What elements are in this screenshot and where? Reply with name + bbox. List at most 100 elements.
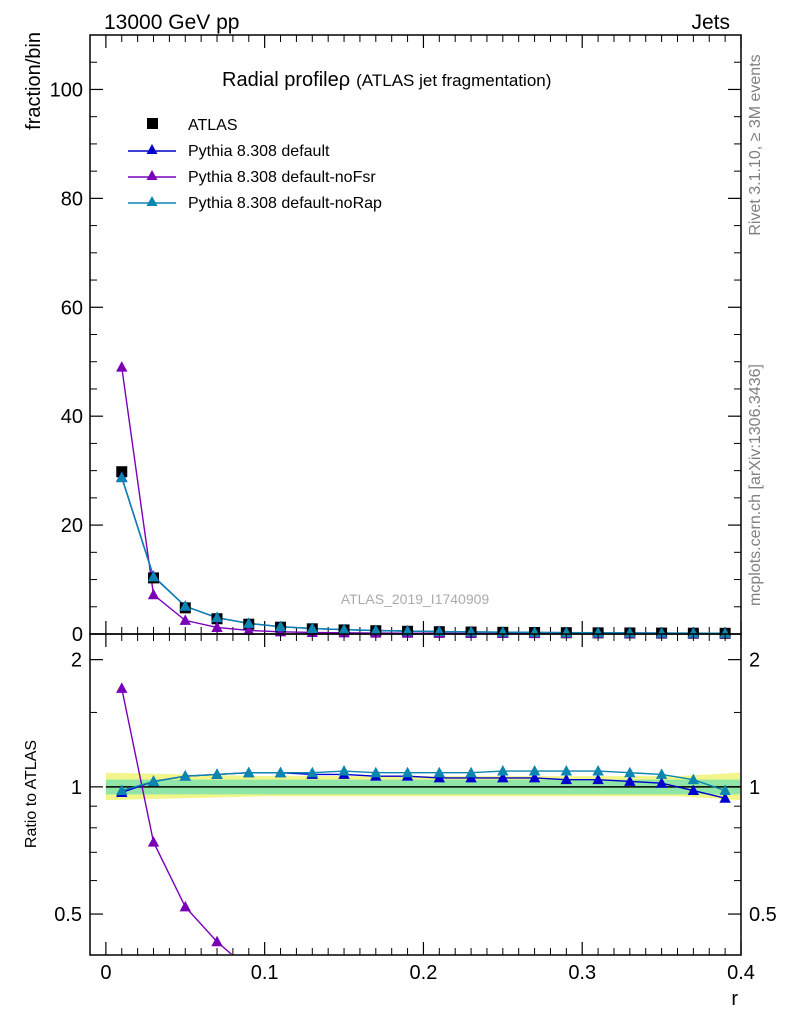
legend-label-default: Pythia 8.308 default [188, 143, 330, 160]
main-y-tick-label: 60 [61, 297, 83, 319]
main-point-noRap [338, 623, 350, 635]
x-tick-label: 0 [100, 962, 111, 984]
process-label: Jets [691, 11, 730, 34]
main-point-noRap [624, 626, 636, 638]
ratio-point-noFsr [529, 979, 540, 990]
ratio-y-tick-label-right: 1 [749, 777, 760, 799]
main-y-axis-label: fraction/bin [23, 32, 45, 130]
ratio-point-noRap [401, 766, 414, 778]
ratio-point-noRap [528, 765, 541, 776]
legend-label-norap: Pythia 8.308 default-noRap [188, 195, 382, 212]
ratio-point-default [719, 792, 731, 803]
ratio-point-noRap [687, 773, 700, 785]
title-main-text: Radial profile [222, 69, 339, 91]
ratio-y-axis-label: Ratio to ATLAS [23, 740, 40, 848]
main-point-noRap [274, 620, 287, 632]
ratio-point-noRap [116, 784, 128, 796]
ratio-point-noFsr [688, 974, 699, 985]
ratio-y-tick-label: 2 [71, 650, 82, 672]
energy-label: 13000 GeV pp [104, 11, 239, 34]
ratio-point-noRap [179, 770, 191, 781]
ratio-point-noRap [465, 766, 477, 778]
rivet-version-text: Rivet 3.1.10, ≥ 3M events [747, 54, 764, 235]
legend-marker-norap [146, 196, 158, 206]
ratio-point-noRap [306, 766, 318, 778]
ratio-point-default [497, 771, 509, 783]
ratio-point-noFsr [402, 1002, 413, 1013]
main-line-default [121, 476, 726, 635]
main-y-tick-label: 100 [50, 79, 83, 101]
ratio-point-noFsr [465, 990, 476, 1001]
ratio-point-noRap [338, 765, 350, 776]
main-point-noFsr [147, 588, 160, 600]
ratio-point-noFsr [179, 900, 191, 912]
ratio-point-noRap [243, 766, 255, 778]
ratio-point-noFsr [624, 971, 635, 982]
main-point-noRap [719, 627, 731, 638]
ratio-point-noFsr [275, 984, 286, 995]
legend-marker-nofsr [146, 170, 158, 180]
ratio-panel-frame [89, 633, 742, 956]
main-point-noFsr [116, 361, 128, 372]
main-point-noFsr [179, 614, 191, 625]
ratio-point-noRap [147, 775, 160, 786]
main-y-tick-label: 20 [61, 515, 83, 537]
ratio-point-noRap [433, 766, 446, 778]
ratio-point-noRap [592, 765, 604, 776]
main-y-tick-label: 80 [61, 188, 83, 210]
main-point-noRap [243, 617, 255, 628]
ratio-point-noRap [655, 768, 668, 779]
legend-marker-default [146, 144, 158, 154]
ratio-point-noRap [497, 765, 509, 776]
main-point-noFsr [243, 624, 255, 635]
title-note-text: (ATLAS jet fragmentation) [356, 71, 551, 90]
ratio-point-noFsr [307, 996, 318, 1007]
legend-marker-atlas [147, 118, 158, 129]
ratio-point-noRap [624, 766, 636, 778]
ratio-y-tick-label-right: 2 [749, 650, 760, 672]
legend: ATLAS Pythia 8.308 default Pythia 8.308 … [128, 117, 382, 212]
x-tick-label: 0.3 [568, 962, 596, 984]
x-tick-label: 0.2 [410, 962, 438, 984]
legend-label-atlas: ATLAS [188, 117, 238, 134]
main-y-tick-label: 0 [72, 624, 83, 646]
ratio-point-default [687, 784, 700, 796]
ratio-uncertainty-bands [105, 772, 740, 801]
ratio-point-noFsr [370, 1008, 381, 1019]
x-axis-label: r [731, 988, 738, 1010]
ratio-point-default [560, 773, 573, 785]
ratio-point-noFsr [116, 682, 128, 693]
ratio-point-noRap [370, 766, 382, 778]
ratio-point-noRap [274, 766, 287, 778]
ratio-series-layer [116, 682, 731, 1019]
ratio-point-noRap [211, 768, 223, 779]
main-point-noFsr [211, 621, 223, 632]
title-rho-symbol: ρ [339, 69, 350, 91]
ratio-line-noRap [121, 770, 726, 792]
ratio-line-noFsr [121, 688, 233, 954]
ratio-point-noFsr [338, 1002, 349, 1013]
main-point-noRap [687, 627, 700, 638]
ratio-point-default [592, 773, 604, 785]
ratio-y-tick-label: 0.5 [54, 904, 82, 926]
main-y-tick-label: 40 [61, 406, 83, 428]
ratio-point-noRap [719, 784, 731, 796]
ratio-panel-ticks: 0.5 0.5 1 1 2 2 0 0.1 0.2 0.3 0.4 [54, 634, 777, 984]
ratio-point-default [528, 771, 541, 783]
main-chart-title: Radial profileρ (ATLAS jet fragmentation) [222, 69, 551, 91]
ratio-point-noFsr [211, 935, 223, 947]
ratio-point-default [624, 775, 636, 786]
main-line-noRap [121, 477, 726, 634]
analysis-watermark: ATLAS_2019_I1740909 [341, 591, 490, 607]
ratio-point-noRap [560, 765, 573, 776]
ratio-y-tick-label: 1 [71, 777, 82, 799]
main-point-noRap [147, 570, 160, 582]
main-point-noRap [401, 625, 414, 636]
main-point-noRap [116, 471, 128, 483]
legend-label-nofsr: Pythia 8.308 default-noFsr [188, 169, 376, 186]
ratio-point-noFsr [719, 984, 730, 995]
main-point-noRap [370, 624, 382, 635]
main-panel-ticks: 0 20 40 60 80 100 [50, 34, 742, 646]
main-point-noRap [211, 611, 223, 623]
